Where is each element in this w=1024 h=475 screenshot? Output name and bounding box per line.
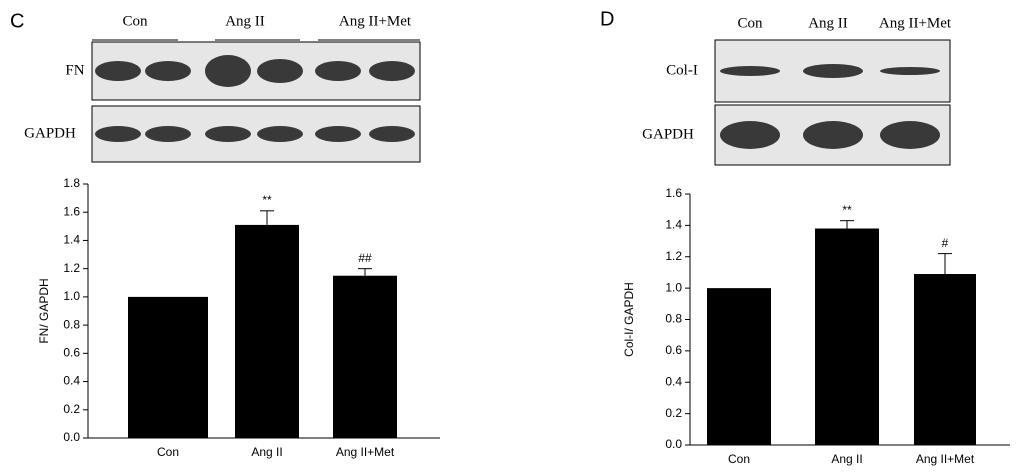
blot-row-label: Col-I [666,62,698,78]
lane-label: Ang II [808,15,848,31]
blot-band [95,126,141,142]
significance-mark: # [942,236,949,250]
blot-band [145,126,191,142]
y-tick-label: 1.6 [63,204,80,218]
blot-band [315,61,361,81]
x-tick-label: Con [157,445,179,459]
blot-band [369,126,415,142]
panel-label: D [600,8,614,30]
x-tick-label: Ang II+Met [916,452,975,466]
y-tick-label: 1.2 [665,249,682,263]
blot-band [880,67,940,75]
error-bar [938,253,952,275]
lane-label: Ang II [225,13,265,29]
blot-row-label: FN [65,62,84,78]
y-tick-label: 0.0 [665,437,682,451]
x-tick-label: Ang II [831,452,862,466]
error-bar [840,220,854,229]
y-tick-label: 1.0 [63,289,80,303]
x-tick-label: Ang II [251,445,282,459]
bar [235,224,299,438]
blot-band [315,126,361,142]
blot-band [257,59,303,83]
blot-band [369,61,415,81]
lane-label: Con [122,13,148,29]
y-tick-label: 1.4 [63,233,80,247]
blot-band [205,126,251,142]
bar [128,296,208,438]
panel-label: C [10,10,24,32]
y-tick-label: 1.8 [63,176,80,190]
lane-label: Ang II+Met [339,13,412,29]
blot-row-label: GAPDH [642,126,694,142]
blot-row-label: GAPDH [24,125,76,141]
y-tick-label: 0.4 [63,374,80,388]
y-tick-label: 0.6 [63,346,80,360]
y-tick-label: 1.4 [665,218,682,232]
blot-band [803,64,863,78]
y-axis-label: FN/ GAPDH [37,278,51,343]
significance-mark: ** [842,203,852,217]
blot-band [145,61,191,81]
y-axis-label: Col-I/ GAPDH [622,282,636,357]
y-tick-label: 0.2 [63,402,80,416]
bar [333,275,397,438]
blot-band [205,55,251,87]
blot-band [803,121,863,149]
y-tick-label: 1.2 [63,261,80,275]
y-tick-label: 1.6 [665,186,682,200]
y-tick-label: 1.0 [665,280,682,294]
y-tick-label: 0.0 [63,430,80,444]
blot-band [880,121,940,149]
bar [815,228,879,445]
x-tick-label: Ang II+Met [336,445,395,459]
significance-mark: ** [262,193,272,207]
blot-band [257,126,303,142]
y-tick-label: 0.8 [63,317,80,331]
lane-label: Ang II+Met [879,15,952,31]
lane-label: Con [737,15,763,31]
bar [707,288,771,445]
x-tick-label: Con [728,452,750,466]
y-tick-label: 0.8 [665,312,682,326]
blot-band [720,66,780,76]
y-tick-label: 0.6 [665,343,682,357]
error-bar [358,268,372,276]
y-tick-label: 0.2 [665,406,682,420]
blot-band [720,121,780,149]
error-bar [260,210,274,225]
blot-band [95,61,141,81]
y-tick-label: 0.4 [665,374,682,388]
significance-mark: ## [358,251,372,265]
bar [914,274,976,445]
